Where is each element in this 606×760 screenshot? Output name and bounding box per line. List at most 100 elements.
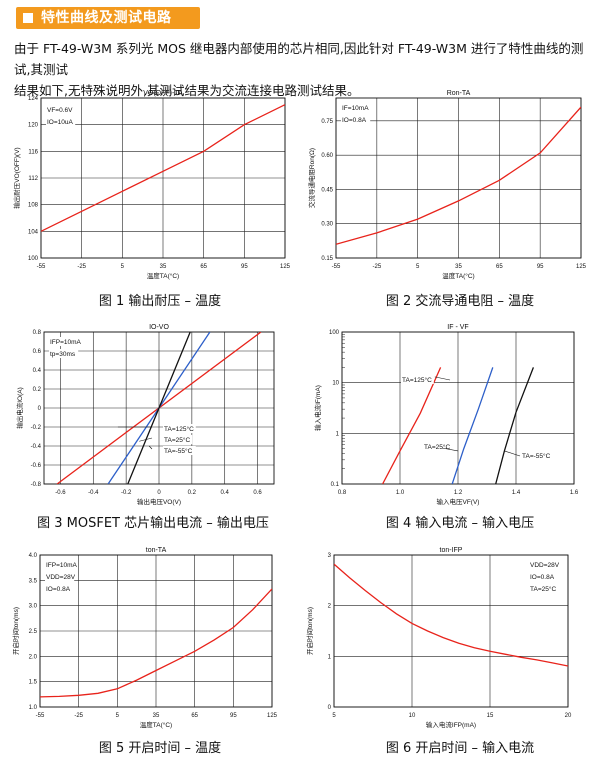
annotation-bg bbox=[521, 451, 554, 460]
annotation-text: TA=-55°C bbox=[522, 452, 551, 460]
y-tick-label: 0 bbox=[328, 705, 332, 711]
annotation-bg bbox=[45, 572, 75, 581]
annotation-text: VDD=28V bbox=[530, 562, 560, 569]
x-tick-label: -0.4 bbox=[88, 490, 99, 496]
y-tick-label: -0.2 bbox=[31, 425, 42, 431]
x-tick-label: 5 bbox=[116, 713, 120, 719]
y-tick-label: 2.5 bbox=[29, 629, 38, 635]
y-tick-label: 10 bbox=[332, 381, 339, 387]
x-tick-label: 0.2 bbox=[188, 490, 197, 496]
y-axis-label: 开启时间ton(ms) bbox=[306, 607, 314, 655]
chart-title: IF - VF bbox=[447, 324, 468, 331]
x-tick-label: 20 bbox=[565, 713, 572, 719]
y-tick-label: 3.0 bbox=[29, 604, 38, 610]
x-tick-label: 65 bbox=[200, 264, 207, 270]
figure-caption-4: 图 4 输入电流 – 输入电压 bbox=[385, 516, 535, 531]
x-tick-label: 10 bbox=[409, 713, 416, 719]
y-tick-label: 0.2 bbox=[33, 387, 42, 393]
y-tick-label: 0.15 bbox=[321, 256, 333, 262]
plot-frame bbox=[40, 97, 286, 259]
x-axis-label: 输入电流IFP(mA) bbox=[426, 720, 476, 729]
chart-vo-off-vs-ta: -55 -25 5 35 65 95 125 100 104 108 112 116 120 124 VO(… bbox=[12, 90, 291, 280]
series-line-red bbox=[40, 588, 272, 698]
intro-line-1: 由于 FT-49-W3M 系列光 MOS 继电器内部使用的芯片相同,因此针对 F… bbox=[14, 41, 584, 77]
annotation-leader bbox=[139, 437, 153, 442]
figure-caption-2: 图 2 交流导通电阻 – 温度 bbox=[385, 294, 535, 309]
figure-caption-6: 图 6 开启时间 – 输入电流 bbox=[385, 741, 535, 756]
series-line-black bbox=[127, 332, 191, 484]
chart-title: VO(OFF)-TA bbox=[143, 90, 183, 97]
annotation-text: IFP=10mA bbox=[50, 339, 82, 346]
annotation-text: TA=25°C bbox=[530, 585, 556, 593]
x-tick-label: 125 bbox=[280, 264, 291, 270]
y-tick-label: 2 bbox=[328, 604, 332, 610]
figure-caption-3: 图 3 MOSFET 芯片输出电流 – 输出电压 bbox=[37, 516, 269, 531]
x-tick-label: 35 bbox=[153, 713, 160, 719]
x-tick-label: -25 bbox=[372, 264, 381, 270]
chart-ron-vs-ta: -55 -25 5 35 65 95 125 0.15 0.30 0.45 0.60 0.75 Ron-… bbox=[307, 90, 587, 280]
y-tick-label: 1 bbox=[328, 654, 332, 660]
x-tick-label: 125 bbox=[576, 264, 587, 270]
y-tick-label: 120 bbox=[28, 123, 39, 129]
y-tick-label: -0.6 bbox=[31, 463, 42, 469]
annotation-text: IO=10uA bbox=[47, 119, 74, 126]
plot-frame bbox=[43, 331, 275, 485]
x-tick-label: -25 bbox=[74, 713, 83, 719]
y-axis-label: 开启时间ton(ms) bbox=[11, 607, 20, 655]
annotation-group: VF=0.6V IO=10uA bbox=[46, 105, 76, 126]
x-tick-label: 0.8 bbox=[338, 490, 347, 496]
x-tick-label: 35 bbox=[455, 264, 462, 270]
annotation-text: VDD=28V bbox=[46, 574, 76, 581]
series-line-red bbox=[382, 367, 442, 484]
y-tick-label: 100 bbox=[329, 330, 340, 336]
x-tick-label: -0.2 bbox=[121, 490, 132, 496]
y-axis-label: 输出电流IO(A) bbox=[15, 387, 24, 429]
y-tick-label: -0.8 bbox=[31, 482, 42, 488]
x-tick-label: 5 bbox=[416, 264, 420, 270]
y-tick-label: 3 bbox=[328, 553, 332, 559]
x-tick-label: 65 bbox=[496, 264, 503, 270]
annotation-group: VDD=28V IO=0.8A TA=25°C bbox=[529, 560, 560, 593]
plot-frame bbox=[341, 331, 575, 485]
y-tick-label: 0.75 bbox=[321, 119, 333, 125]
y-tick-label: 104 bbox=[28, 229, 39, 235]
annotation-bg bbox=[529, 560, 559, 569]
y-tick-label: 100 bbox=[28, 256, 39, 262]
y-axis-label: 交流导通电阻Ron(Ω) bbox=[307, 148, 316, 208]
annotation-bg bbox=[45, 584, 75, 593]
x-axis-label: 温度TA(°C) bbox=[442, 271, 474, 280]
y-tick-label: 0.45 bbox=[321, 187, 333, 193]
annotation-text: TA=25°C bbox=[424, 443, 450, 451]
x-tick-label: 0.6 bbox=[253, 490, 262, 496]
chart-ton-vs-ifp: 5 10 15 20 0 1 2 3 ton-IFP 输入电流IFP(mA) 开启时间ton(ms)… bbox=[306, 547, 572, 729]
intro-line-2: 结果如下,无特殊说明外,其测试结果为交流连接电路测试结果。 bbox=[14, 83, 360, 98]
x-axis-label: 温度TA(°C) bbox=[140, 720, 172, 729]
chart-title: Ron-TA bbox=[447, 90, 471, 97]
x-tick-label: -55 bbox=[332, 264, 341, 270]
annotation-text: VF=0.6V bbox=[47, 107, 73, 114]
y-tick-label: 0.1 bbox=[331, 482, 340, 488]
series-line-red bbox=[336, 106, 581, 245]
x-tick-label: 95 bbox=[230, 713, 237, 719]
y-tick-label: -0.4 bbox=[31, 444, 42, 450]
y-tick-label: 2.0 bbox=[29, 654, 38, 660]
annotation-leader bbox=[148, 445, 153, 450]
y-tick-label: 124 bbox=[28, 96, 39, 102]
figure-caption-1: 图 1 输出耐压 – 温度 bbox=[98, 294, 222, 309]
x-tick-label: 95 bbox=[241, 264, 248, 270]
annotation-bg bbox=[49, 337, 82, 346]
chart-title: IO-VO bbox=[149, 324, 169, 331]
x-axis-label: 输出电压VO(V) bbox=[137, 497, 181, 506]
series-line-red bbox=[334, 563, 568, 667]
annotation-bg bbox=[46, 117, 76, 126]
series-line-blue bbox=[451, 367, 494, 484]
annotation-bg bbox=[529, 584, 559, 593]
annotation-bg bbox=[163, 435, 193, 444]
annotation-text: TA=25°C bbox=[164, 436, 190, 444]
annotation-bg bbox=[341, 115, 371, 124]
annotation-bg bbox=[529, 572, 559, 581]
y-tick-label: 0.4 bbox=[33, 368, 42, 374]
annotation-bg bbox=[423, 442, 453, 451]
annotation-bg bbox=[163, 446, 196, 455]
annotation-text: TA=-55°C bbox=[164, 447, 193, 455]
